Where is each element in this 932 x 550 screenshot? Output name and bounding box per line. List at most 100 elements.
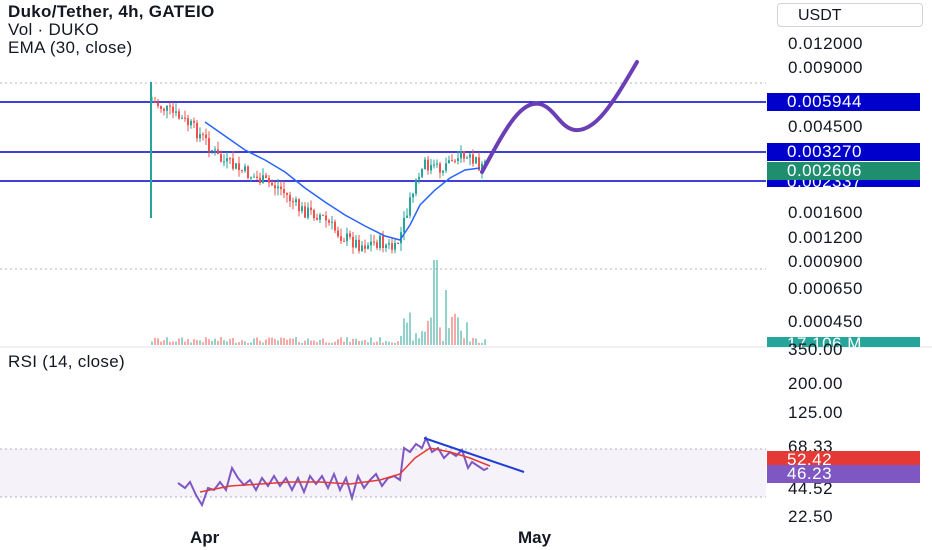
volume-bar (451, 317, 453, 345)
volume-bar (187, 339, 189, 345)
volume-bar (295, 337, 297, 345)
volume-bar (463, 338, 465, 345)
candle-body (466, 157, 468, 159)
candle-body (277, 186, 279, 189)
volume-bar (325, 342, 327, 345)
volume-bar (478, 342, 480, 345)
rsi-axis-label: 350.00 (788, 340, 843, 359)
candle-body (451, 160, 453, 162)
level-mid-tag[interactable]: 0.003270 (767, 143, 920, 161)
rsi-axis-label: 200.00 (788, 374, 843, 393)
candle-body (283, 189, 285, 194)
candle-body (301, 206, 303, 212)
volume-bar (241, 340, 243, 345)
volume-bar (277, 340, 279, 345)
candle-body (376, 242, 378, 248)
volume-bar (223, 340, 225, 345)
current-price-tag: 0.002606 (767, 162, 920, 180)
candle-body (307, 207, 309, 218)
volume-bar (301, 342, 303, 345)
volume-bar (280, 337, 282, 345)
volume-bar (262, 342, 264, 345)
candle-body (229, 158, 231, 160)
candle-body (361, 245, 363, 251)
candle-body (409, 197, 411, 216)
candle-body (448, 160, 450, 164)
candle-body (235, 163, 237, 169)
candle-body (190, 120, 192, 126)
candle-body (379, 235, 381, 248)
candle-body (310, 207, 312, 211)
volume-bar (331, 342, 333, 345)
candle-body (187, 118, 189, 126)
volume-bar (376, 341, 378, 345)
candle-body (184, 117, 186, 119)
candle-body (472, 154, 474, 164)
volume-bar (334, 341, 336, 345)
candle-body (175, 111, 177, 113)
candle-body (316, 218, 318, 220)
volume-bar (481, 342, 483, 345)
chart-title: Duko/Tether, 4h, GATEIO (8, 2, 215, 21)
candle-body (304, 206, 306, 218)
candle-body (454, 160, 456, 162)
volume-bar (304, 340, 306, 345)
volume-bar (265, 339, 267, 345)
volume-bar (379, 337, 381, 345)
candle-body (199, 134, 201, 139)
candle-body (325, 215, 327, 221)
volume-bar (361, 340, 363, 345)
candle-body (406, 215, 408, 218)
volume-bar (313, 340, 315, 345)
currency-button[interactable]: USDT (777, 3, 923, 27)
candle-body (322, 214, 324, 216)
volume-bar (169, 341, 171, 345)
volume-bar (436, 260, 438, 345)
candle-body (298, 199, 300, 212)
candle-body (424, 159, 426, 169)
candle-body (214, 149, 216, 151)
volume-bar (469, 341, 471, 345)
candle-body (208, 138, 210, 152)
candle-body (388, 243, 390, 245)
volume-bar (196, 340, 198, 345)
volume-bar (457, 317, 459, 345)
candle-body (280, 186, 282, 190)
volume-bar (307, 338, 309, 345)
volume-bar (286, 339, 288, 345)
candle-body (232, 158, 234, 169)
level-high-tag[interactable]: 0.005944 (767, 93, 920, 111)
candle-body (397, 243, 399, 245)
candle-body (169, 105, 171, 107)
volume-bar (403, 318, 405, 345)
candle-body (415, 179, 417, 194)
volume-bar (214, 338, 216, 345)
volume-bar (298, 341, 300, 345)
volume-bar (418, 338, 420, 345)
volume-bar (157, 338, 159, 345)
volume-bar (412, 340, 414, 345)
volume-bar (316, 342, 318, 345)
volume-bar (220, 337, 222, 345)
candle-body (352, 236, 354, 248)
dotted-guides (0, 82, 766, 498)
volume-bar (247, 342, 249, 345)
volume-bar (460, 330, 462, 345)
candle-body (439, 163, 441, 173)
volume-bar (367, 342, 369, 345)
candle-body (481, 163, 483, 171)
volume-bar (343, 341, 345, 345)
volume-bar (445, 290, 447, 345)
volume-bar (397, 341, 399, 345)
volume-bar (337, 339, 339, 345)
candle-body (295, 199, 297, 203)
candle-body (346, 233, 348, 242)
candle-body (163, 108, 165, 111)
candle-body (460, 151, 462, 159)
volume-bar (271, 337, 273, 345)
volume-bar (406, 322, 408, 345)
candle-body (160, 106, 162, 109)
volume-bar (202, 342, 204, 345)
price-axis-label: 0.004500 (788, 117, 863, 136)
